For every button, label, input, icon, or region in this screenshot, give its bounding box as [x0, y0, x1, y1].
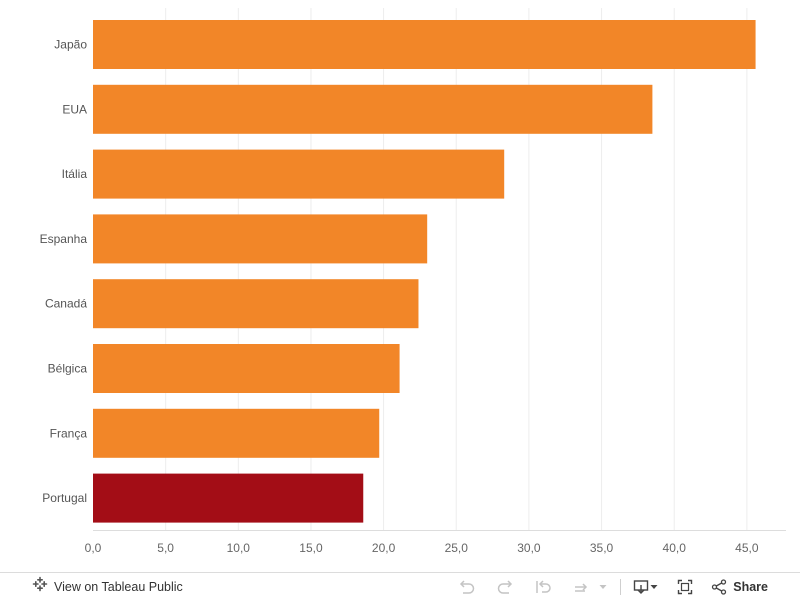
revert-icon [536, 579, 551, 593]
x-tick-label: 15,0 [299, 541, 323, 555]
fullscreen-icon [678, 579, 693, 594]
revert-button[interactable] [534, 579, 552, 595]
category-label: Japão [54, 38, 87, 52]
x-tick-label: 0,0 [85, 541, 102, 555]
bar[interactable] [93, 20, 756, 69]
chart-area: Japão EUA Itália Espanha Canadá Bélgica França… [40, 8, 786, 555]
share-button[interactable]: Share [711, 578, 768, 595]
category-label: Bélgica [48, 362, 88, 376]
undo-icon [460, 579, 475, 594]
category-label: EUA [62, 102, 87, 116]
category-label: Canadá [45, 297, 87, 311]
bar-chart: Japão EUA Itália Espanha Canadá Bélgica França… [40, 8, 786, 555]
refresh-icon [575, 582, 588, 592]
category-label: Portugal [42, 491, 87, 505]
bar[interactable] [93, 84, 653, 134]
redo-icon [498, 579, 513, 594]
category-label: França [50, 426, 88, 440]
bars [93, 20, 756, 523]
download-button[interactable] [633, 579, 659, 595]
x-tick-label: 35,0 [590, 541, 614, 555]
x-tick-label: 30,0 [517, 541, 541, 555]
bar[interactable] [93, 408, 380, 458]
view-on-tableau-public-link[interactable]: View on Tableau Public [32, 576, 183, 597]
tableau-toolbar: View on Tableau Public [0, 572, 800, 600]
x-tick-label: 25,0 [445, 541, 469, 555]
bar[interactable] [93, 279, 419, 329]
refresh-button[interactable] [572, 579, 590, 595]
x-tick-label: 5,0 [157, 541, 174, 555]
x-axis-ticks: 0,0 5,0 10,0 15,0 20,0 25,0 30,0 35,0 40,0 45,0 [85, 541, 759, 555]
view-on-tableau-public-label: View on Tableau Public [54, 579, 183, 594]
share-icon [712, 578, 727, 595]
bar[interactable] [93, 473, 364, 523]
bar[interactable] [93, 214, 428, 264]
category-label: Itália [62, 167, 88, 181]
caret-down-icon [599, 584, 607, 589]
redo-button[interactable] [496, 579, 514, 595]
fullscreen-button[interactable] [677, 579, 693, 595]
bar[interactable] [93, 344, 400, 393]
x-tick-label: 20,0 [372, 541, 396, 555]
x-tick-label: 45,0 [735, 541, 759, 555]
share-label: Share [733, 579, 768, 594]
x-tick-label: 40,0 [663, 541, 687, 555]
download-caret-icon [650, 584, 658, 589]
undo-button[interactable] [458, 579, 476, 595]
refresh-dropdown-button[interactable] [598, 579, 608, 595]
toolbar-divider [620, 578, 622, 595]
category-labels: Japão EUA Itália Espanha Canadá Bélgica França… [40, 38, 88, 506]
download-icon [634, 579, 649, 594]
category-label: Espanha [40, 232, 88, 246]
tableau-logo-icon [32, 576, 48, 597]
x-tick-label: 10,0 [227, 541, 251, 555]
bar[interactable] [93, 149, 505, 199]
